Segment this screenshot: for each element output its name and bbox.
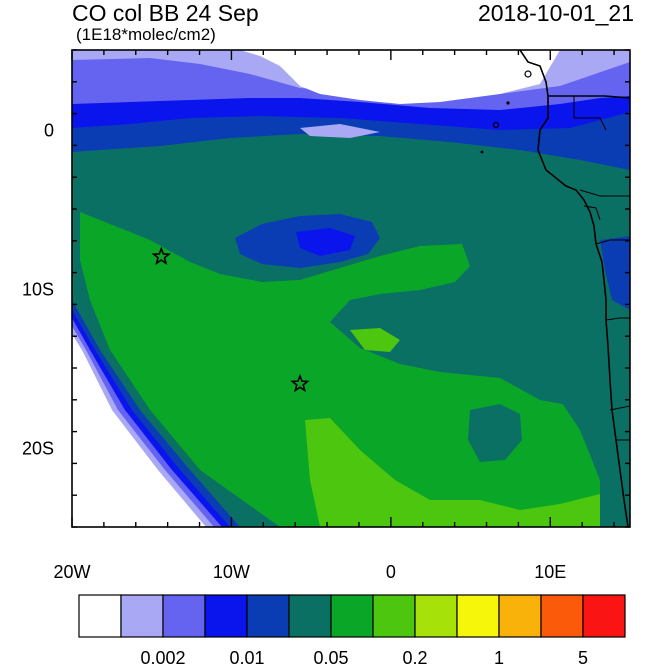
colorbar-label: 0.2: [402, 648, 427, 667]
island-principe: [506, 101, 510, 105]
colorbar-box: [582, 594, 626, 638]
contour-band-0.1: [80, 212, 600, 527]
colorbar-box: [540, 594, 584, 638]
border-line-1: [573, 96, 607, 131]
contour-band-min-north: [240, 50, 560, 104]
contour-patch-central-inner: [296, 228, 355, 256]
contour-patch-0.2-a: [350, 328, 400, 352]
x-tick-label: 10W: [213, 562, 250, 582]
border-line-7: [583, 205, 601, 221]
island-annobon: [480, 150, 484, 154]
y-axis-labels: 0 10S 20S: [22, 121, 54, 459]
contour-patch-north: [300, 124, 380, 138]
star-marker: [290, 373, 310, 393]
y-tick-label: 20S: [22, 439, 54, 459]
map-units: (1E18*molec/cm2): [76, 25, 216, 44]
map-datetime: 2018-10-01_21: [477, 0, 634, 26]
border-line-4: [605, 317, 630, 321]
colorbar-box: [456, 594, 500, 638]
border-line-2: [579, 189, 630, 197]
colorbar-labels: 0.002 0.01 0.05 0.2 1 5: [140, 648, 588, 667]
colorbar-box: [372, 594, 416, 638]
x-tick-label: 0: [386, 562, 396, 582]
colorbar-label: 1: [494, 648, 504, 667]
colorbar-box: [78, 594, 122, 638]
colorbar-box: [162, 594, 206, 638]
contour-field: [72, 50, 630, 527]
star-marker: [151, 246, 172, 265]
axis-ticks: [71, 49, 630, 528]
border-line-3: [595, 239, 630, 245]
y-tick-label: 10S: [22, 280, 54, 300]
colorbar-box: [498, 594, 542, 638]
colorbar-box: [120, 594, 164, 638]
x-tick-label: 20W: [53, 562, 90, 582]
colorbar-box: [414, 594, 458, 638]
colorbar-box: [288, 594, 332, 638]
contour-patch-east: [600, 236, 630, 310]
x-axis-labels: 20W 10W 0 10E: [53, 562, 566, 582]
contour-band-sw-min: [72, 334, 206, 527]
contour-band-coast-teal: [560, 392, 630, 527]
contour-band-0.2-south: [305, 418, 600, 527]
contour-patch-south-teal: [468, 404, 522, 462]
colorbar-label: 0.01: [229, 648, 264, 667]
colorbar-label: 5: [578, 648, 588, 667]
site-markers: [151, 246, 310, 393]
plot-frame: [71, 49, 631, 528]
map-title: CO col BB 24 Sep: [72, 0, 259, 26]
colorbar: [78, 594, 626, 638]
island-bioko: [524, 70, 532, 78]
colorbar-label: 0.002: [140, 648, 185, 667]
colorbar-box: [246, 594, 290, 638]
coastline-gulf-guinea: [519, 50, 630, 99]
island-sao-tome: [492, 121, 500, 129]
colorbar-box: [330, 594, 374, 638]
colorbar-label: 0.05: [313, 648, 348, 667]
y-tick-label: 0: [44, 121, 54, 141]
border-line-5: [609, 405, 630, 411]
x-tick-label: 10E: [534, 562, 566, 582]
colorbar-box: [204, 594, 248, 638]
